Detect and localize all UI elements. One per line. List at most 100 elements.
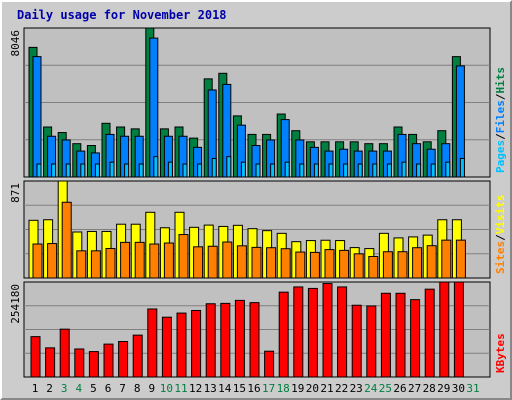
day-label-4: 4: [75, 382, 82, 395]
bar-kbytes-day-6: [103, 343, 114, 378]
day-label-9: 9: [148, 382, 155, 395]
day-label-14: 14: [218, 382, 232, 395]
bar-pages-day-16: [255, 163, 261, 178]
bar-pages-day-25: [386, 163, 392, 178]
bar-sites-day-25: [382, 251, 393, 279]
day-label-18: 18: [277, 382, 290, 395]
bar-kbytes-day-16: [249, 302, 260, 378]
day-label-24: 24: [364, 382, 378, 395]
legend-separator: /: [494, 93, 507, 100]
bar-sites-day-6: [105, 247, 116, 279]
day-label-19: 19: [291, 382, 304, 395]
bar-kbytes-day-14: [220, 302, 231, 378]
legend-pages: Pages: [494, 140, 507, 173]
bar-sites-day-1: [32, 243, 43, 279]
bar-sites-day-20: [309, 251, 320, 279]
bar-pages-day-21: [328, 163, 334, 178]
bar-kbytes-day-8: [132, 334, 143, 378]
bar-pages-day-4: [80, 163, 86, 178]
bar-kbytes-day-21: [322, 283, 333, 378]
day-label-30: 30: [452, 382, 465, 395]
day-label-8: 8: [134, 382, 141, 395]
bar-kbytes-day-4: [74, 348, 85, 378]
bar-pages-day-22: [343, 163, 349, 178]
bar-kbytes-day-30: [453, 281, 464, 378]
bar-kbytes-day-24: [366, 305, 377, 378]
bar-kbytes-day-11: [176, 312, 187, 378]
bar-kbytes-day-26: [395, 292, 406, 378]
day-label-5: 5: [90, 382, 97, 395]
bar-kbytes-day-27: [410, 299, 421, 378]
bar-kbytes-day-12: [191, 309, 202, 378]
day-label-7: 7: [119, 382, 126, 395]
bar-kbytes-day-9: [147, 308, 158, 378]
bar-pages-day-19: [299, 163, 305, 178]
day-label-26: 26: [393, 382, 406, 395]
day-label-2: 2: [46, 382, 53, 395]
bar-kbytes-day-18: [278, 291, 289, 378]
bar-sites-day-12: [193, 246, 204, 279]
legend-labels: KBytes: [494, 333, 507, 373]
legend-kbytes: KBytes: [494, 333, 507, 373]
bar-pages-day-18: [284, 161, 290, 178]
bar-kbytes-day-25: [380, 292, 391, 378]
bar-sites-day-28: [426, 245, 437, 279]
bar-kbytes-day-22: [337, 286, 348, 378]
bar-kbytes-day-2: [45, 347, 56, 378]
bar-pages-day-27: [416, 163, 422, 178]
bar-kbytes-day-10: [161, 316, 172, 378]
bar-pages-day-1: [36, 163, 42, 178]
bar-kbytes-day-1: [30, 336, 41, 378]
bar-sites-day-17: [266, 247, 277, 279]
bar-sites-day-10: [163, 242, 174, 279]
day-label-20: 20: [306, 382, 319, 395]
bar-sites-day-16: [251, 246, 262, 279]
legend-sites: Sites: [494, 241, 507, 274]
chart-title: Daily usage for November 2018: [17, 8, 227, 22]
bar-kbytes-day-23: [351, 304, 362, 378]
bar-sites-day-19: [295, 251, 306, 279]
bar-pages-day-29: [445, 161, 451, 178]
day-label-31: 31: [466, 382, 479, 395]
legend-separator: /: [494, 234, 507, 241]
bar-kbytes-day-13: [205, 303, 216, 378]
bar-kbytes-day-20: [307, 287, 318, 378]
day-label-12: 12: [189, 382, 202, 395]
bar-pages-day-5: [94, 163, 100, 178]
legend-files: Files: [494, 100, 507, 133]
bar-pages-day-12: [197, 163, 203, 178]
bar-pages-day-3: [65, 163, 71, 178]
bar-sites-day-3: [61, 201, 72, 279]
y-max-label: 8046: [9, 30, 22, 57]
bar-pages-day-28: [430, 163, 436, 178]
bar-sites-day-22: [339, 249, 350, 279]
bar-sites-day-14: [222, 241, 233, 279]
bar-sites-day-23: [353, 253, 364, 279]
bar-kbytes-day-19: [293, 286, 304, 378]
day-label-13: 13: [204, 382, 217, 395]
bar-pages-day-6: [109, 161, 115, 178]
bar-sites-day-7: [120, 241, 131, 279]
bar-pages-day-15: [240, 161, 246, 178]
bar-kbytes-day-15: [234, 299, 245, 378]
day-label-25: 25: [379, 382, 392, 395]
bar-kbytes-day-17: [264, 350, 275, 378]
bar-pages-day-2: [51, 163, 57, 178]
bar-sites-day-21: [324, 249, 335, 279]
y-max-label: 871: [9, 183, 22, 203]
bar-kbytes-day-3: [59, 328, 70, 378]
day-label-27: 27: [408, 382, 421, 395]
bar-sites-day-24: [368, 256, 379, 279]
bar-sites-day-29: [441, 239, 452, 279]
day-label-6: 6: [105, 382, 112, 395]
bar-pages-day-30: [459, 157, 465, 178]
bar-pages-day-13: [211, 157, 217, 178]
bar-pages-day-9: [153, 156, 159, 178]
bar-pages-day-26: [401, 161, 407, 178]
day-label-21: 21: [320, 382, 333, 395]
bar-sites-day-5: [90, 250, 101, 279]
day-label-17: 17: [262, 382, 275, 395]
day-label-29: 29: [437, 382, 450, 395]
legend-separator: /: [494, 133, 507, 140]
bar-sites-day-30: [455, 239, 466, 279]
